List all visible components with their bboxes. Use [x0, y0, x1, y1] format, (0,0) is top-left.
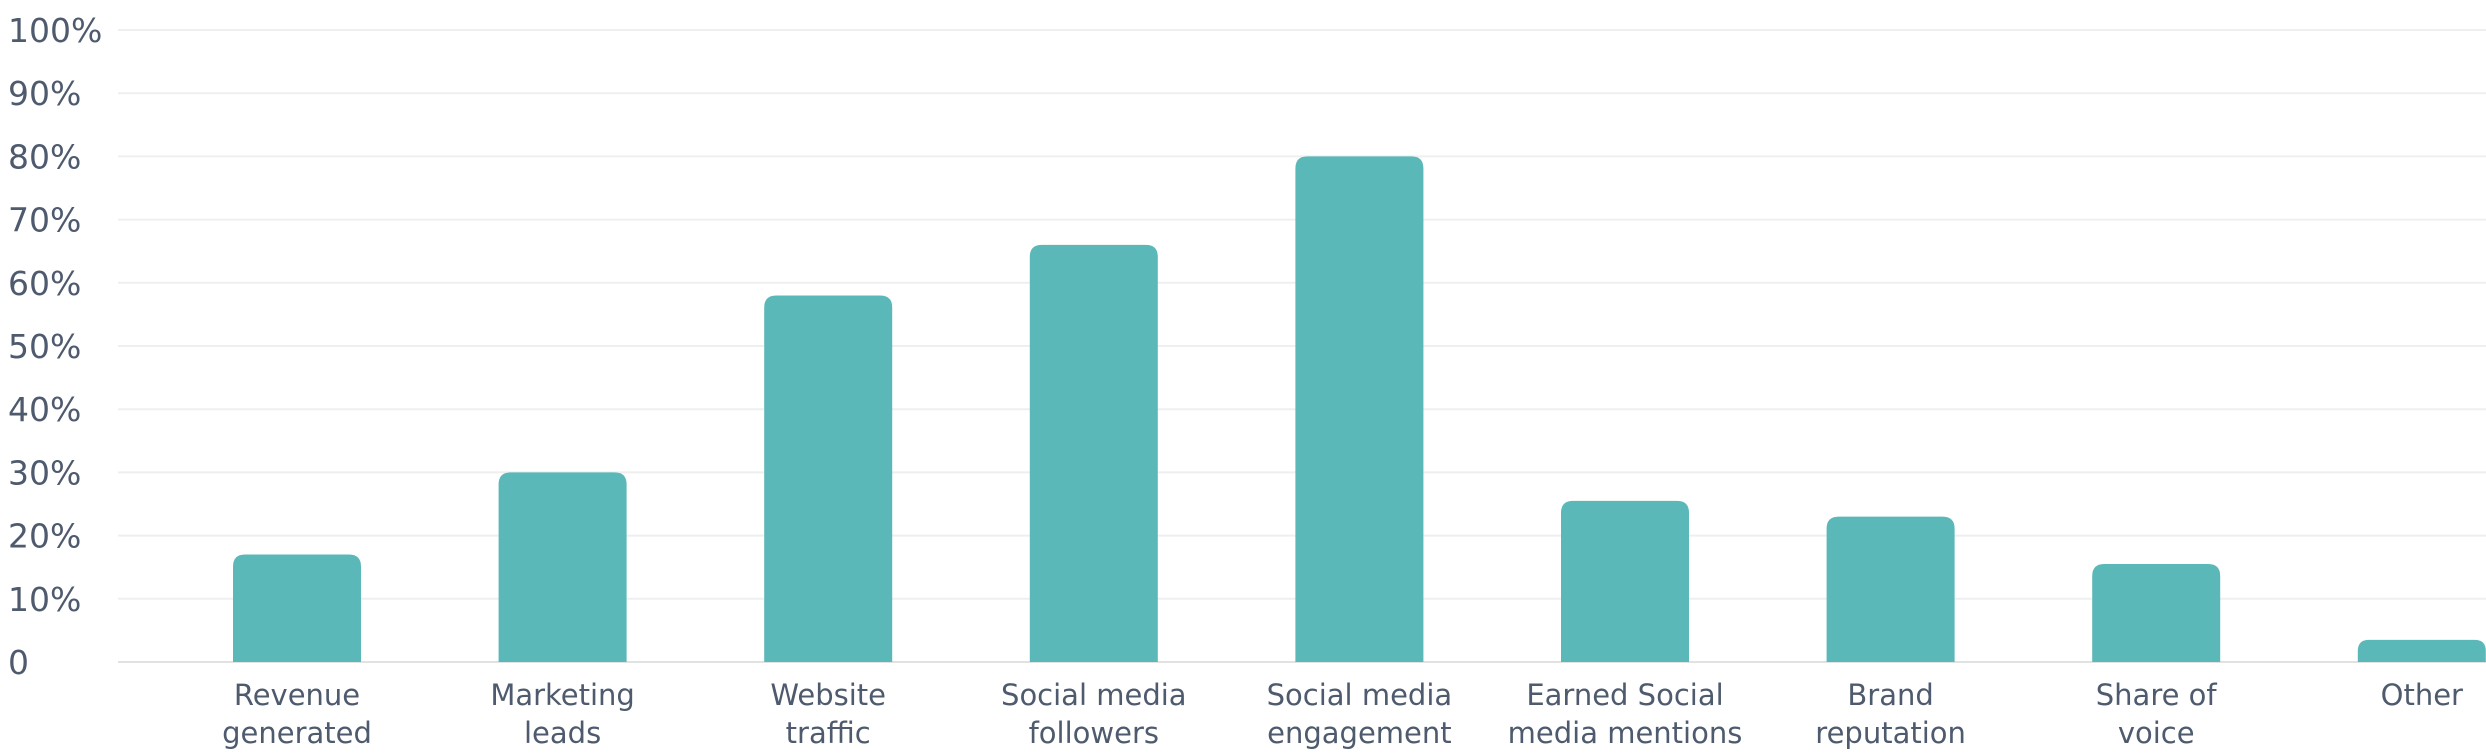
- y-tick-label: 30%: [8, 453, 81, 492]
- bar-0: [233, 554, 361, 662]
- y-tick-label: 70%: [8, 201, 81, 240]
- bar-3: [1029, 244, 1158, 662]
- bar-4: [1295, 156, 1424, 662]
- y-axis: 0 10% 20% 30% 40% 50% 60% 70% 80% 90% 100%: [8, 11, 102, 682]
- x-tick-label: Other: [2381, 678, 2463, 712]
- y-tick-label: 40%: [8, 390, 81, 429]
- x-tick-label: Share of voice: [2096, 678, 2218, 750]
- bar-7: [2092, 564, 2221, 662]
- y-tick-label: 80%: [8, 137, 81, 176]
- y-tick-label: 50%: [8, 327, 81, 366]
- bar-6: [1826, 516, 1955, 662]
- x-tick-label: Revenue generated: [222, 678, 372, 750]
- x-tick-label: Brand reputation: [1815, 678, 1966, 750]
- bar-5: [1561, 500, 1689, 662]
- bar-2: [764, 295, 893, 662]
- x-tick-label: Website traffic: [770, 678, 886, 750]
- x-axis: Revenue generated Marketing leads Website tra…: [222, 678, 2463, 750]
- y-tick-label: 60%: [8, 264, 81, 303]
- bars: [233, 156, 2486, 662]
- x-tick-label: Marketing leads: [490, 678, 635, 750]
- y-tick-label: 10%: [8, 580, 81, 619]
- y-tick-label: 0: [8, 643, 29, 682]
- x-tick-label: Social media engagement: [1267, 678, 1453, 750]
- y-tick-label: 20%: [8, 517, 81, 556]
- bar-8: [2357, 639, 2486, 662]
- y-tick-label: 90%: [8, 74, 81, 113]
- x-tick-label: Social media followers: [1001, 678, 1187, 750]
- y-tick-label: 100%: [8, 11, 102, 50]
- bar-1: [498, 472, 627, 662]
- x-tick-label: Earned Social media mentions: [1508, 678, 1743, 750]
